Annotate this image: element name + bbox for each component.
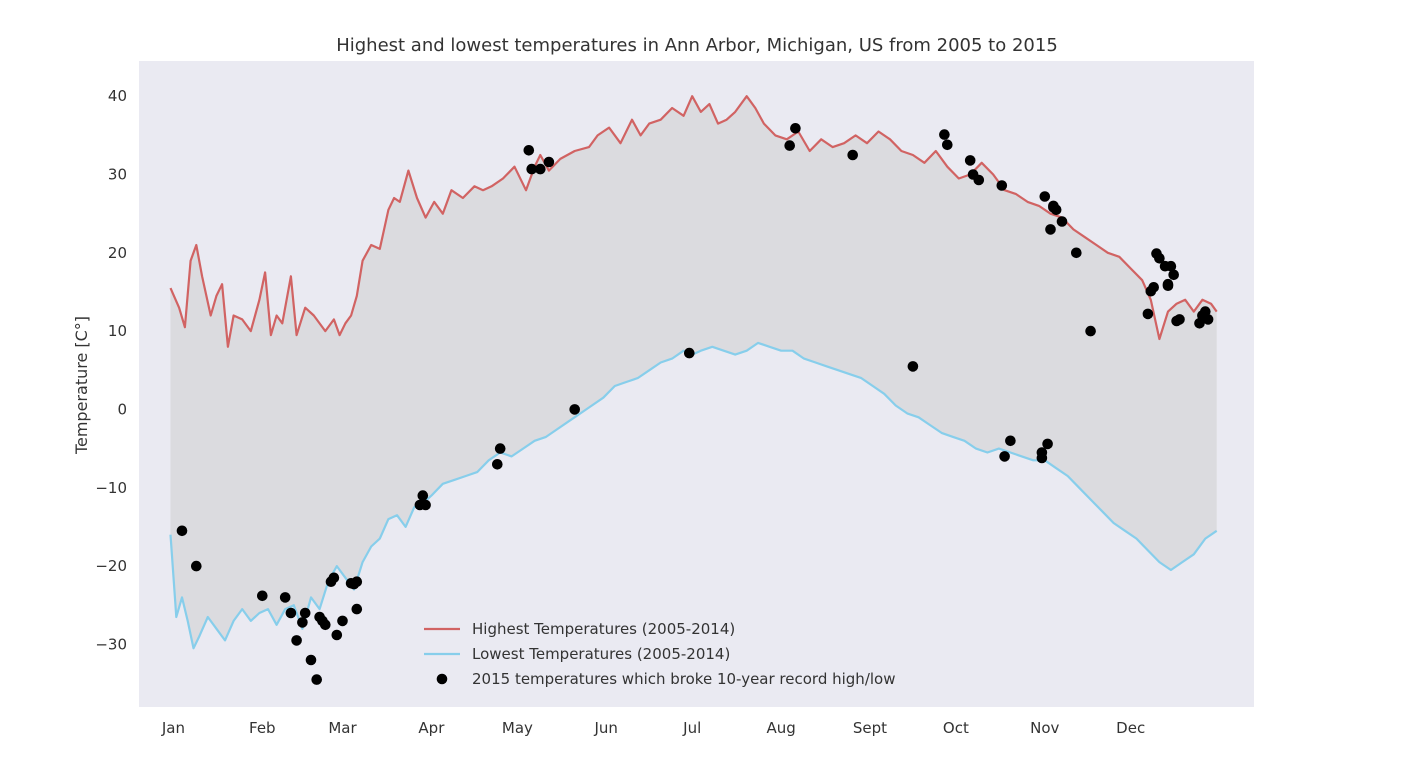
legend-label: Highest Temperatures (2005-2014) — [472, 620, 735, 638]
record-point — [297, 617, 308, 628]
record-point — [1142, 308, 1154, 320]
record-point — [1154, 252, 1165, 264]
record-point — [176, 525, 188, 537]
record-point — [1165, 260, 1177, 272]
record-point — [1162, 280, 1174, 292]
record-point — [569, 404, 580, 415]
record-point — [996, 180, 1008, 191]
y-tick-label: −30 — [95, 635, 127, 653]
y-tick-label: 40 — [108, 87, 127, 105]
record-points — [176, 123, 1214, 685]
record-point — [305, 654, 317, 666]
record-point — [973, 174, 985, 186]
x-tick-label: Mar — [328, 719, 357, 737]
record-point — [939, 129, 950, 140]
record-point — [279, 592, 291, 603]
record-point — [328, 572, 340, 584]
record-point — [1148, 282, 1159, 293]
record-point — [1202, 314, 1214, 325]
chart-title: Highest and lowest temperatures in Ann A… — [336, 35, 1058, 56]
x-tick-label: Oct — [943, 719, 969, 737]
record-point — [1039, 191, 1051, 202]
record-point — [1005, 435, 1016, 447]
record-point — [526, 163, 537, 175]
record-point — [494, 443, 506, 454]
y-tick-label: −20 — [95, 557, 127, 575]
record-point — [351, 603, 363, 615]
x-tick-label: Jan — [161, 719, 185, 737]
record-point — [337, 615, 348, 627]
record-point — [942, 139, 953, 151]
x-tick-label: Feb — [249, 719, 276, 737]
x-tick-label: Jun — [593, 719, 617, 737]
record-point — [299, 607, 311, 619]
legend: Highest Temperatures (2005-2014) Lowest T… — [424, 620, 895, 688]
record-point — [1050, 204, 1062, 216]
y-axis-label: Temperature [C°] — [72, 316, 91, 455]
legend-label: 2015 temperatures which broke 10-year re… — [472, 670, 895, 688]
record-point — [331, 629, 343, 641]
record-point — [1174, 314, 1185, 325]
record-point — [1045, 224, 1056, 235]
y-tick-label: 20 — [108, 244, 127, 262]
record-point — [523, 145, 535, 156]
record-point — [420, 499, 431, 511]
record-point — [784, 140, 795, 151]
y-tick-label: 0 — [117, 400, 127, 418]
record-point — [543, 156, 555, 168]
x-tick-label: Jul — [682, 719, 701, 737]
x-tick-label: Sept — [853, 719, 887, 737]
record-point — [1071, 247, 1082, 259]
y-tick-label: 30 — [108, 166, 127, 184]
y-tick-label: −10 — [95, 479, 127, 497]
fill-between-area — [170, 96, 1217, 649]
record-point — [257, 590, 268, 602]
record-point — [1036, 452, 1048, 464]
record-point — [1085, 325, 1096, 337]
record-point — [1056, 216, 1068, 227]
record-point — [964, 155, 976, 166]
legend-marker-records — [436, 673, 448, 685]
record-point — [191, 560, 202, 572]
record-point — [291, 635, 302, 646]
record-point — [492, 459, 503, 470]
record-point — [320, 619, 331, 631]
x-tick-label: Apr — [418, 719, 445, 737]
record-point — [1042, 438, 1053, 450]
series-line-highest — [169, 95, 1218, 348]
record-point — [285, 607, 297, 619]
record-point — [1168, 269, 1179, 281]
record-point — [907, 361, 919, 372]
record-point — [535, 163, 546, 175]
fill-between-band — [170, 96, 1217, 649]
record-point — [351, 576, 363, 587]
x-tick-label: Nov — [1030, 719, 1059, 737]
record-point — [311, 674, 323, 685]
x-tick-label: Aug — [766, 719, 795, 737]
x-tick-label: Dec — [1116, 719, 1145, 737]
legend-label: Lowest Temperatures (2005-2014) — [472, 645, 730, 663]
record-point — [999, 451, 1010, 462]
y-axis-ticks: −30 −20 −10 0 10 20 30 40 — [95, 87, 127, 653]
record-point — [417, 490, 429, 501]
x-tick-label: May — [502, 719, 533, 737]
x-axis-ticks: Jan Feb Mar Apr May Jun Jul Aug Sept Oct Nov Dec — [161, 719, 1145, 737]
record-point — [847, 149, 858, 161]
record-point — [684, 347, 695, 359]
record-point — [790, 123, 801, 134]
y-tick-label: 10 — [108, 322, 127, 340]
